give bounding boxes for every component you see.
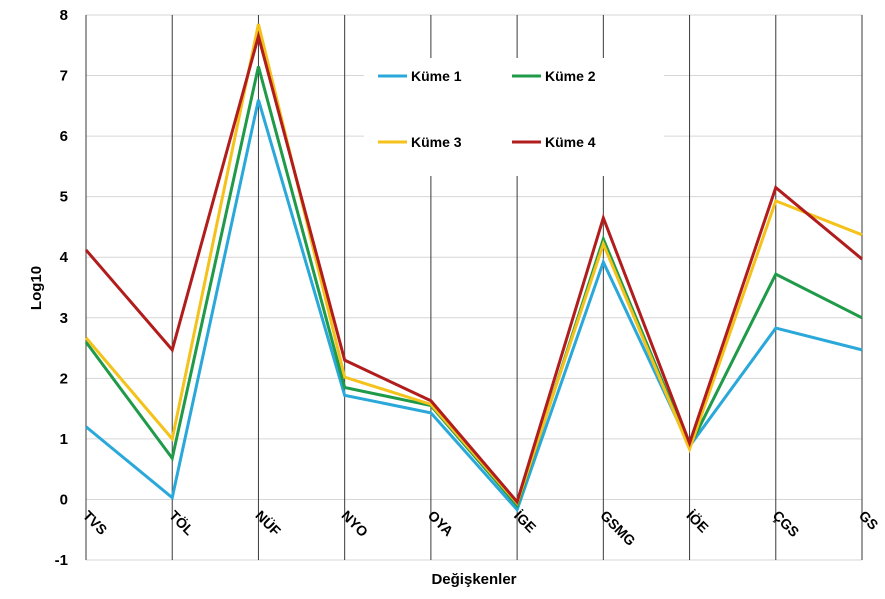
- y-tick-label: 8: [60, 7, 68, 24]
- legend-background: [364, 58, 664, 176]
- y-tick-label: 4: [60, 249, 69, 266]
- y-tick-label: 7: [60, 68, 68, 85]
- y-tick-label: 6: [60, 128, 68, 145]
- series-line: [84, 23, 863, 507]
- y-tick-label: 5: [60, 189, 68, 206]
- y-axis-tick-labels: 8 7 6 5 4 3 2 1 0 -1: [55, 7, 69, 569]
- y-tick-label: 3: [60, 310, 68, 327]
- series-line: [85, 99, 863, 513]
- legend-label: Küme 4: [545, 134, 596, 150]
- series-lines: [84, 23, 863, 513]
- legend-label: Küme 1: [411, 68, 462, 84]
- x-axis-title: Değişkenler: [431, 571, 516, 588]
- y-tick-label: 1: [60, 431, 68, 448]
- y-tick-label: -1: [55, 552, 68, 569]
- y-axis-title: Log10: [28, 266, 45, 310]
- y-tick-label: 0: [60, 491, 68, 508]
- y-tick-label: 2: [60, 370, 68, 387]
- series-line: [84, 30, 863, 505]
- legend-label: Küme 3: [411, 134, 462, 150]
- legend-label: Küme 2: [545, 68, 596, 84]
- legend: Küme 1 Küme 2 Küme 3 Küme 4: [364, 58, 664, 176]
